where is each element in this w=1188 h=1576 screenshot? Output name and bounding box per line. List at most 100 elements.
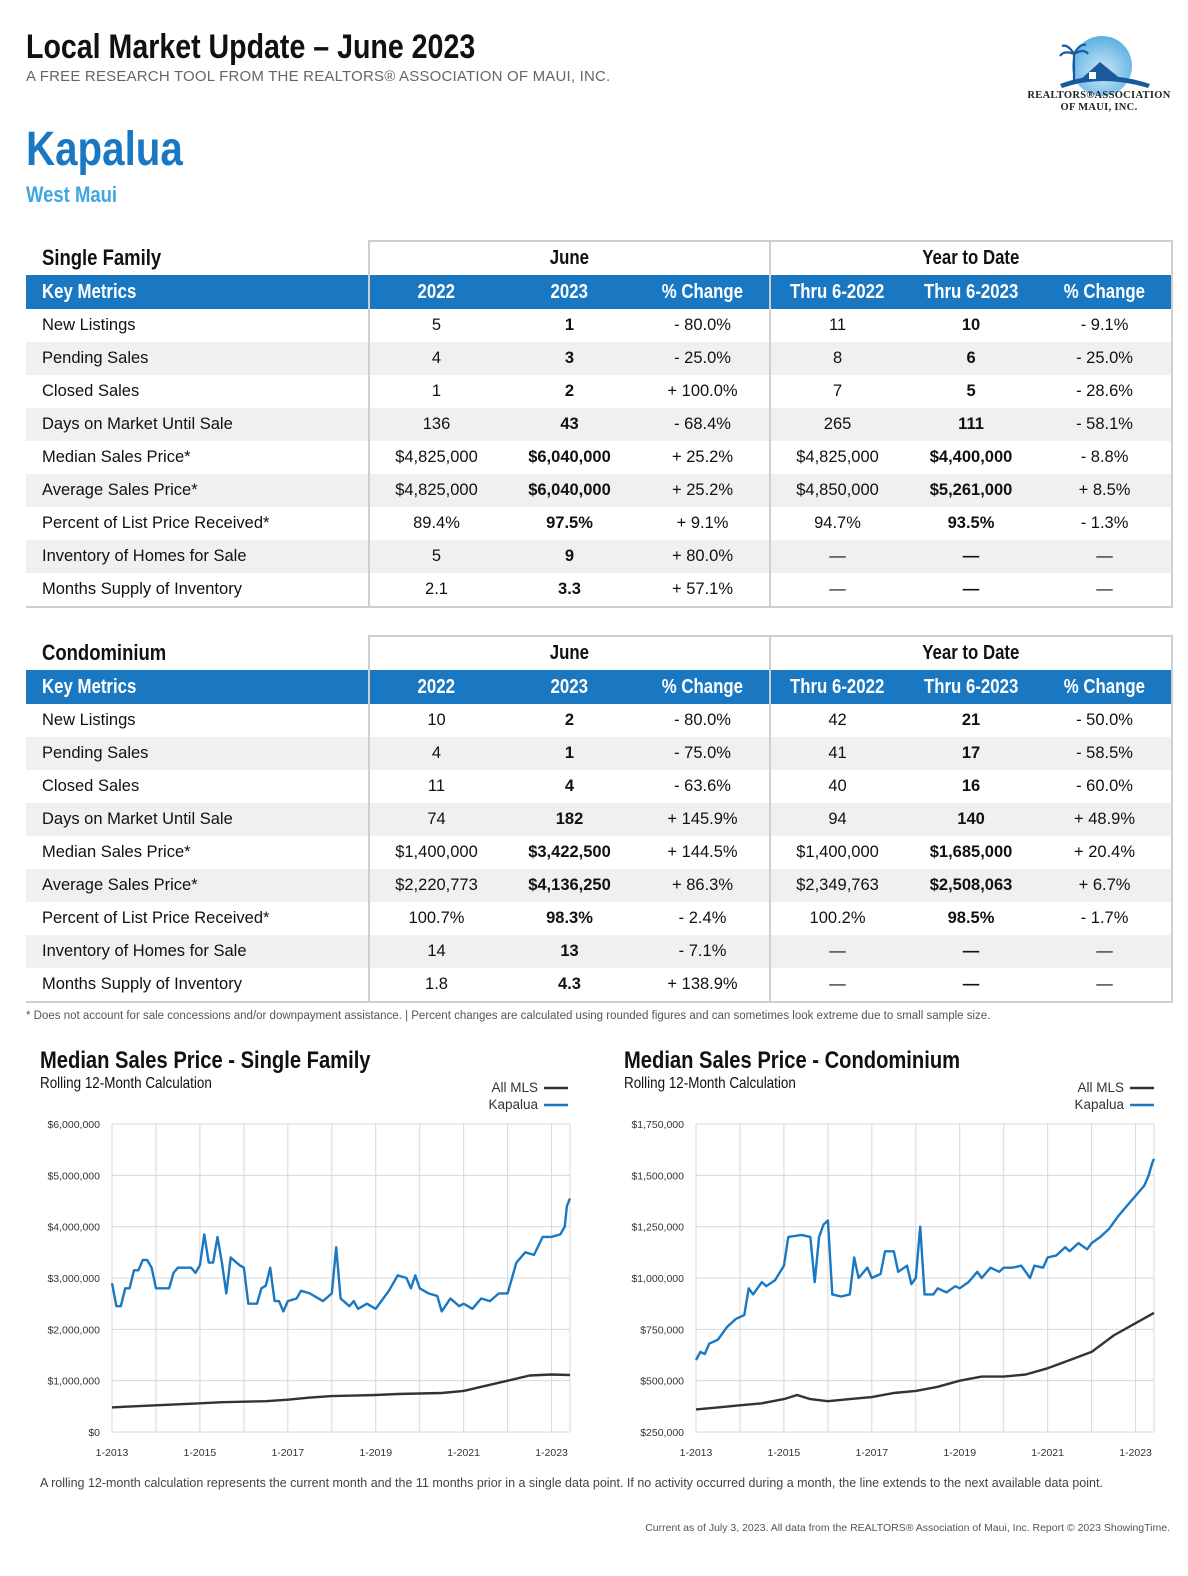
table-row: New Listings 10 2 - 80.0% 42 21 - 50.0% — [26, 704, 1174, 737]
x-tick-label: 1-2019 — [943, 1447, 976, 1459]
condo-median-price-chart: $250,000 $500,000 $750,000 $1,000,000 $1,250… — [631, 1080, 1156, 1459]
metric-value-ychg: — — [1038, 968, 1174, 1003]
x-tick-label: 1-2015 — [768, 1447, 801, 1459]
table-row: Median Sales Price* $1,400,000 $3,422,500 +… — [26, 836, 1174, 869]
metric-value-mchg: + 100.0% — [667, 382, 738, 400]
page-title: Local Market Update – June 2023 — [26, 28, 476, 66]
metric-value-m2023: 4 — [564, 777, 575, 795]
metric-value-m2023: 13 — [503, 935, 636, 968]
metric-value-y2022: 100.2% — [769, 902, 905, 935]
metric-label: Inventory of Homes for Sale — [26, 540, 369, 573]
metric-value-m2023: 2 — [564, 711, 575, 729]
metric-value-y2023: $5,261,000 — [904, 474, 1039, 507]
metric-value-ychg: + 48.9% — [1038, 803, 1174, 836]
metric-label: Months Supply of Inventory — [26, 573, 369, 608]
group-header-month: June — [367, 240, 771, 275]
metric-label: New Listings — [42, 711, 136, 729]
metric-label: Days on Market Until Sale — [26, 803, 369, 836]
metric-value-y2022: $1,400,000 — [769, 836, 905, 869]
metric-value-ychg: + 6.7% — [1038, 869, 1174, 902]
section-title: Single Family — [42, 245, 162, 270]
y-tick-label: $750,000 — [640, 1324, 684, 1336]
metric-value-y2022: 94 — [769, 803, 905, 836]
association-logo — [1059, 36, 1150, 96]
condo-chart-subtitle: Rolling 12-Month Calculation — [624, 1075, 796, 1092]
metric-value-m2022: $1,400,000 — [368, 836, 503, 869]
table-footnote: * Does not account for sale concessions … — [26, 1010, 991, 1022]
metric-value-y2022: 42 — [769, 704, 905, 737]
y-tick-label: $4,000,000 — [47, 1222, 100, 1234]
table-row: Months Supply of Inventory 1.8 4.3 + 138.9%… — [26, 968, 1174, 1003]
metric-value-ychg: - 9.1% — [1038, 309, 1174, 342]
metric-value-y2022: — — [769, 935, 905, 968]
condominium-table: Condominium June Year to Date Key Metric… — [26, 635, 1174, 1003]
x-tick-label: 1-2013 — [96, 1447, 129, 1459]
metric-value-mchg: - 2.4% — [678, 909, 727, 927]
region-name: West Maui — [26, 182, 118, 207]
col-thru-2023: Thru 6-2023 — [904, 670, 1039, 704]
sf-median-price-chart: $0 $1,000,000 $2,000,000 $3,000,000 $4,000,0… — [47, 1080, 572, 1459]
series-line-kapalua — [694, 1158, 1156, 1361]
metric-label: Average Sales Price* — [26, 869, 369, 902]
y-tick-label: $500,000 — [640, 1376, 684, 1388]
table-row: Average Sales Price* $4,825,000 $6,040,000… — [26, 474, 1174, 507]
metric-value-m2023: 43 — [503, 408, 636, 441]
table-row: Pending Sales 4 1- 75.0% 41 17- 58.5% — [26, 737, 1174, 770]
x-tick-label: 1-2021 — [1031, 1447, 1064, 1459]
metric-value-m2022: $4,825,000 — [368, 441, 503, 474]
metric-value-y2023: 140 — [904, 803, 1039, 836]
table-row: Average Sales Price* $2,220,773 $4,136,250… — [26, 869, 1174, 902]
metric-value-m2023: 3.3 — [503, 573, 636, 608]
sf-chart-title: Median Sales Price - Single Family — [40, 1047, 371, 1074]
metric-label: Days on Market Until Sale — [26, 408, 369, 441]
metric-value-ychg: - 25.0% — [1038, 342, 1174, 375]
metric-value-mchg: + 25.2% — [672, 448, 734, 466]
metric-value-m2023: 98.3% — [546, 909, 593, 927]
group-header-ytd: Year to Date — [769, 635, 1174, 670]
metric-value-m2022: 4 — [368, 737, 503, 770]
metric-value-y2022: 8 — [769, 342, 905, 375]
x-tick-label: 1-2017 — [271, 1447, 304, 1459]
metric-value-y2023: — — [904, 540, 1039, 573]
table-row: Inventory of Homes for Sale 5 9 + 80.0% — — — — [26, 540, 1174, 573]
y-tick-label: $3,000,000 — [47, 1273, 100, 1285]
metric-value-y2023: 6 — [904, 342, 1039, 375]
metric-value-ychg: — — [1038, 540, 1174, 573]
metric-value-m2023: 1 — [503, 737, 636, 770]
metric-label: Closed Sales — [42, 777, 140, 795]
x-tick-label: 1-2023 — [1119, 1447, 1152, 1459]
metric-value-m2022: 5 — [368, 309, 503, 342]
table-row: Inventory of Homes for Sale 14 13- 7.1% — — — — [26, 935, 1174, 968]
y-tick-label: $5,000,000 — [47, 1170, 100, 1182]
metric-value-m2022: 74 — [368, 803, 503, 836]
metric-value-ychg: + 8.5% — [1038, 474, 1174, 507]
col-ytd-pct-change: % Change — [1038, 670, 1174, 704]
metric-value-ychg: + 20.4% — [1038, 836, 1174, 869]
metric-value-y2023: 98.5% — [947, 909, 995, 927]
table-row: New Listings 5 1 - 80.0% 11 10 - 9.1% — [26, 309, 1174, 342]
metric-value-m2023: 182 — [503, 803, 636, 836]
metric-value-m2022: 4 — [368, 342, 503, 375]
sf-chart-subtitle: Rolling 12-Month Calculation — [40, 1075, 212, 1092]
col-2022: 2022 — [368, 670, 503, 704]
metric-value-ychg: — — [1038, 935, 1174, 968]
metric-value-m2023: $3,422,500 — [528, 843, 611, 861]
x-tick-label: 1-2015 — [184, 1447, 217, 1459]
metric-label: Median Sales Price* — [42, 843, 191, 861]
metric-value-y2023: 111 — [904, 408, 1039, 441]
x-tick-label: 1-2023 — [535, 1447, 568, 1459]
y-tick-label: $1,250,000 — [631, 1222, 684, 1234]
metric-value-m2022: 1 — [368, 375, 503, 408]
metric-value-mchg: + 9.1% — [676, 514, 729, 532]
metric-label: Percent of List Price Received* — [42, 514, 270, 532]
legend-label: All MLS — [491, 1080, 538, 1095]
col-thru-2022: Thru 6-2022 — [769, 670, 905, 704]
col-2023: 2023 — [503, 275, 636, 309]
metric-value-mchg: + 86.3% — [636, 869, 771, 902]
metric-label: Percent of List Price Received* — [42, 909, 270, 927]
metric-value-y2023: 21 — [961, 711, 981, 729]
metric-value-mchg: - 68.4% — [636, 408, 771, 441]
metric-value-y2022: $4,825,000 — [769, 441, 905, 474]
metric-value-ychg: - 50.0% — [1038, 704, 1174, 737]
group-header-ytd: Year to Date — [769, 240, 1174, 275]
